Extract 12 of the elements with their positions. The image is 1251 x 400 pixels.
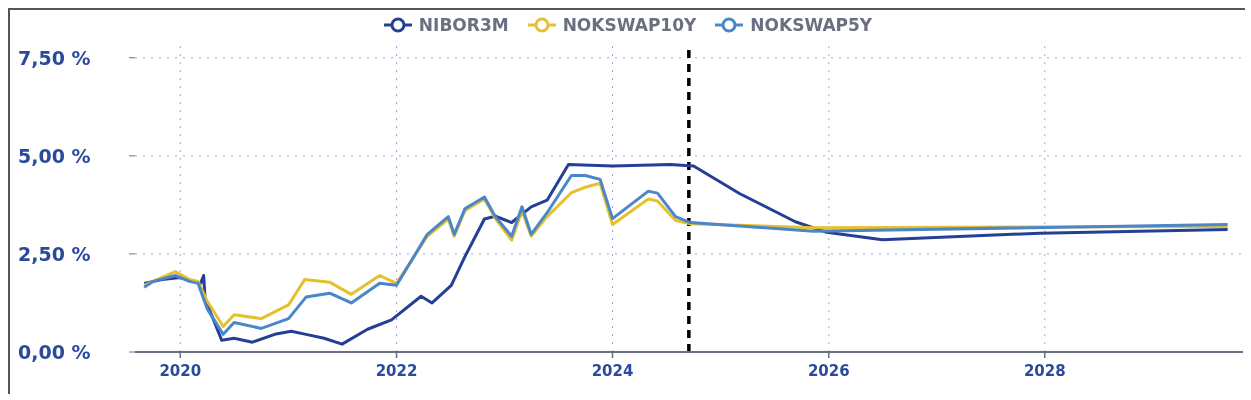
legend-label: NIBOR3M: [418, 15, 509, 35]
x-tick-label: 2028: [1023, 362, 1066, 380]
y-tick-label: 5,00 %: [18, 144, 91, 167]
legend-label: NOKSWAP10Y: [562, 15, 697, 35]
y-tick-label: 2,50 %: [18, 242, 91, 265]
x-tick-label: 2020: [159, 362, 202, 380]
y-tick-label: 0,00 %: [18, 341, 91, 363]
x-tick-label: 2024: [591, 362, 634, 380]
x-tick-label: 2026: [807, 362, 850, 380]
x-tick-label: 2022: [375, 362, 418, 380]
y-tick-label: 7,50 %: [18, 46, 91, 69]
legend-label: NOKSWAP5Y: [750, 15, 873, 35]
